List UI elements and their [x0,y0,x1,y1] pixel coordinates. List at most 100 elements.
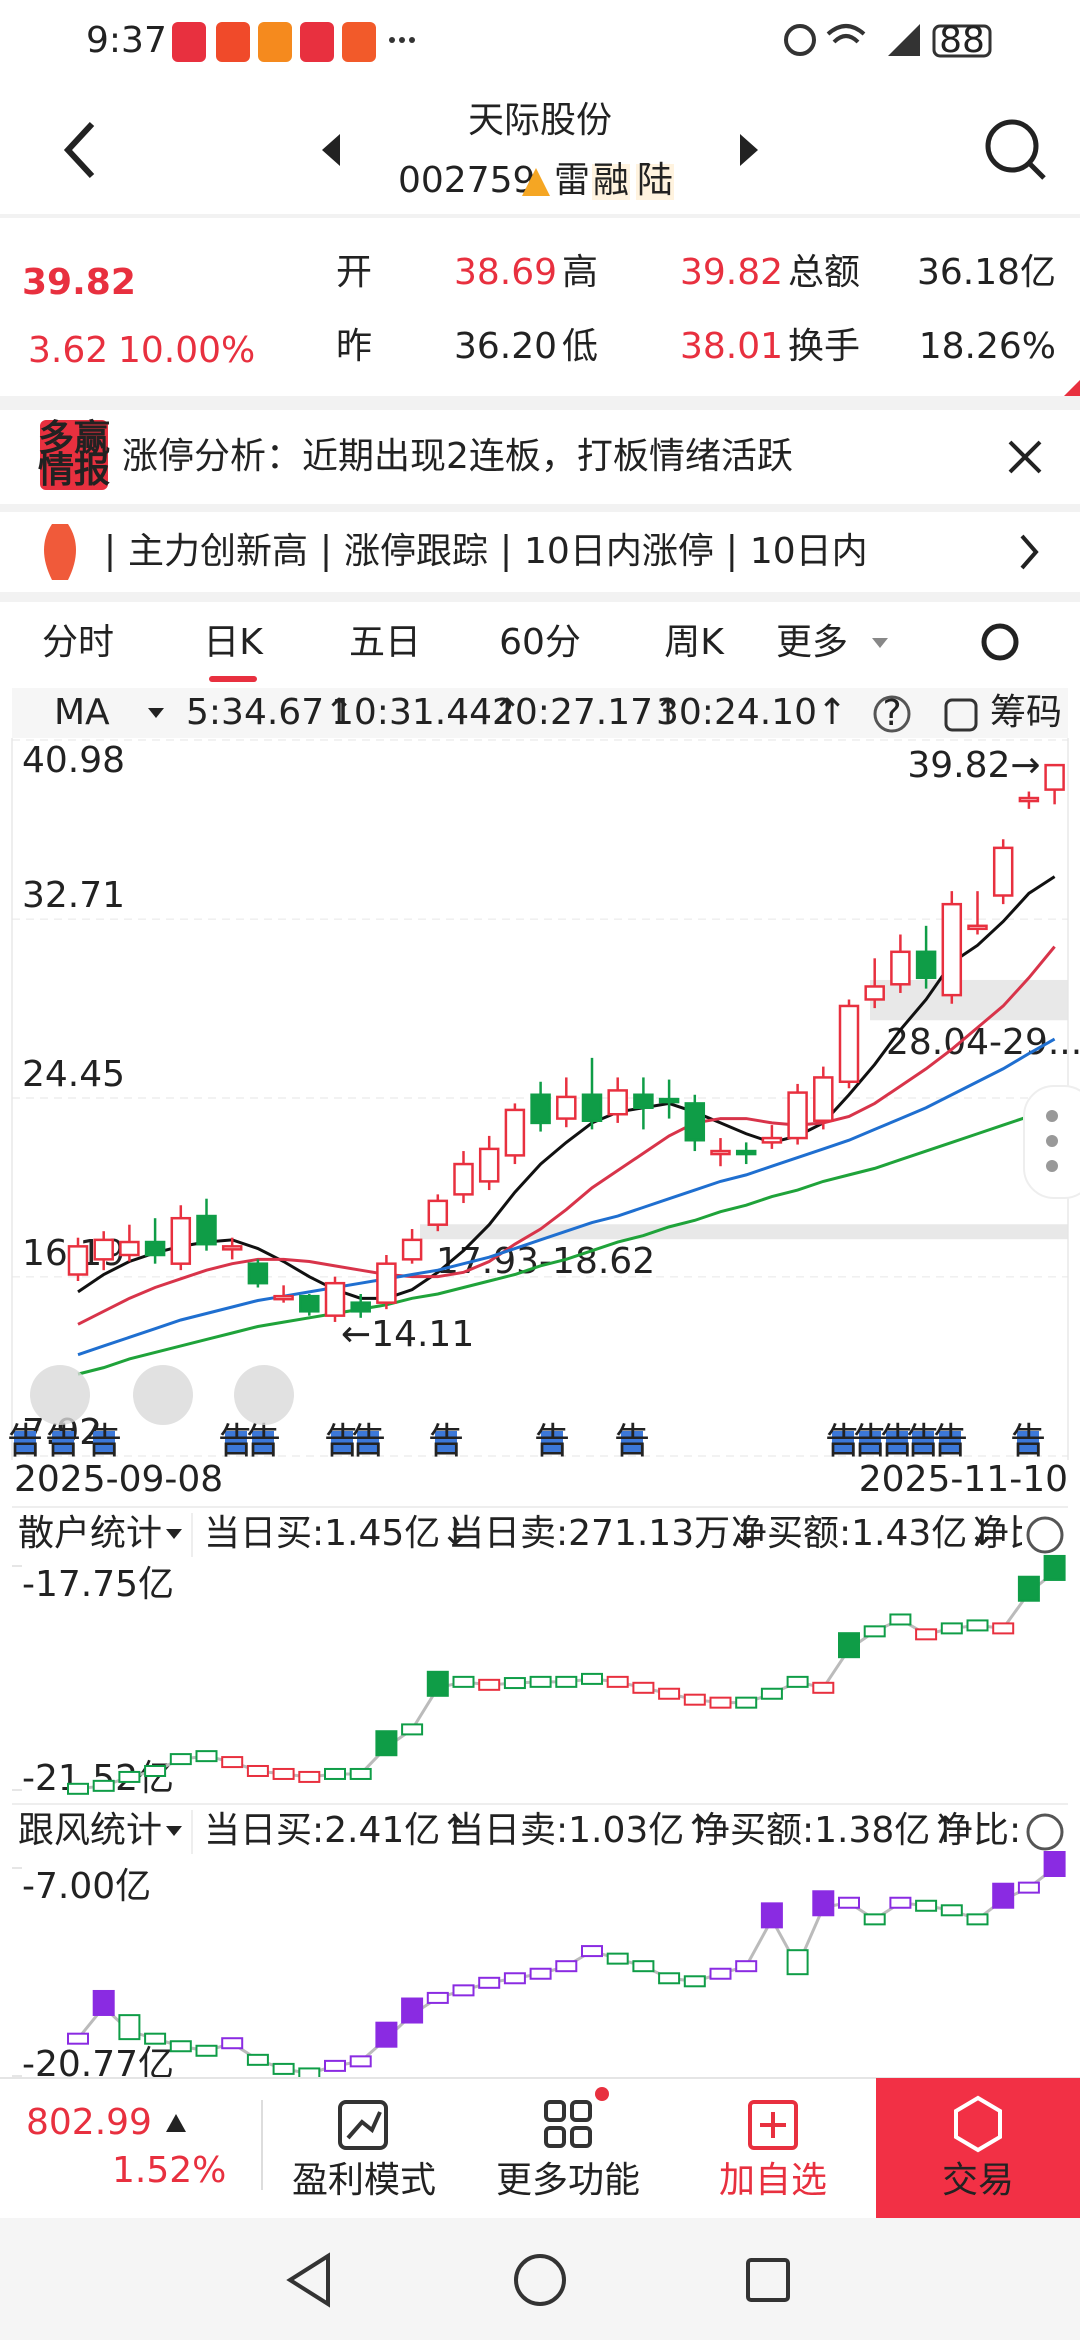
notice-mark [912,1431,934,1453]
notice-mark [886,1431,908,1453]
tab[interactable]: 60分 [499,622,581,663]
trade-icon [954,2095,1002,2153]
nav-home[interactable] [514,2254,566,2306]
tab[interactable]: 更多 [776,622,848,663]
flow-box [735,1960,758,1973]
flow-box [606,1952,629,1965]
ma-legend-item: 5:34.67↑ [186,692,354,733]
more-icon [544,2126,566,2148]
dot [409,37,415,43]
tab[interactable]: 分时 [42,622,114,663]
ma-line [77,1037,1056,1357]
battery-icon [932,24,992,58]
tab[interactable]: 五日 [349,622,421,663]
flow-box [632,1681,655,1694]
candle-body [967,924,988,931]
flow-box [221,2037,244,2050]
notice-mark [621,1431,643,1453]
tool-button[interactable] [133,1365,193,1425]
nav-recent[interactable] [746,2258,790,2302]
nav-button[interactable]: 加自选 [719,2160,827,2201]
notice-mark [14,1431,36,1453]
nav-button[interactable]: 盈利模式 [292,2160,436,2201]
settings-button[interactable] [981,623,1019,661]
candle-body [350,1301,371,1313]
flow-box [426,1670,449,1697]
dropdown [166,1826,182,1836]
label: 总额 [788,252,860,293]
nav-button[interactable]: 更多功能 [496,2160,640,2201]
tag-item[interactable]: 涨停跟踪 [344,531,488,572]
tool-button[interactable] [234,1365,294,1425]
panel-header [12,1806,1068,1858]
next-stock[interactable] [740,134,758,166]
add-icon [748,2100,798,2150]
flow-box [992,1622,1015,1635]
prev-stock[interactable] [322,134,340,166]
flow-box [1017,1575,1040,1602]
flow-box [1017,1881,1040,1894]
flow-box [966,1619,989,1632]
notice-label: 告 [324,1421,360,1462]
flow-box [529,1675,552,1688]
candle-body [915,950,937,980]
candle-body [530,1093,551,1125]
flow-box [92,1779,115,1792]
dropdown[interactable] [148,708,164,718]
tag-item[interactable]: 主力创新高 [128,531,308,572]
tag-bg [636,164,674,200]
battery-level: 88 [939,20,985,61]
notice-label: 告 [852,1421,888,1462]
side-dot [1046,1160,1058,1172]
notice-logo [40,420,108,490]
flow-box [324,1767,346,1780]
tag: 陆 [637,160,673,201]
tab[interactable]: 日K [203,622,264,663]
notice-label: 告 [1010,1421,1046,1462]
flow-box [992,1882,1015,1909]
panel-title[interactable]: 散户统计 [18,1513,162,1554]
chip-zone [870,979,1068,1021]
candle-body [1044,763,1065,791]
flow-box [581,1945,603,1958]
tag-item[interactable]: 10日内涨停 [524,531,714,572]
tab[interactable]: 周K [664,622,725,663]
back-button[interactable] [63,121,95,179]
chips-label[interactable]: 筹码 [990,692,1062,733]
notice-label: 告 [45,1421,81,1462]
follower-panel: 跟风统计 当日买:2.41亿↑当日卖:1.03亿↑净买额:1.38亿↑净比: -7.… [12,1803,1068,2085]
ma-legend: 5:34.67↑10:31.44↑20:27.17↑30:24.10↑ [186,692,847,733]
close-button[interactable] [1008,440,1042,474]
nav-button[interactable]: 交易 [942,2160,1014,2201]
tag-item[interactable]: 10日内 [750,531,868,572]
index-value: 802.99 [26,2102,152,2143]
nav-back[interactable] [286,2252,330,2308]
ma-legend-item: 10:31.44↑ [331,692,522,733]
flow-box [838,1896,860,1909]
flow-box [144,1764,167,1777]
tab-underline [209,676,257,682]
panel-stat: 净买额:1.38亿↑ [694,1810,960,1851]
candle-body [992,846,1014,897]
search-handle [1028,162,1046,180]
flow-box [915,1628,938,1641]
logo-text: 情报 [38,450,110,491]
candle-body [941,902,963,997]
chips-icon [944,698,978,732]
flow-box [452,1984,475,1997]
flow-box [658,1972,681,1985]
search-button[interactable] [985,119,1039,173]
notice-label: 告 [218,1421,254,1462]
more-arrow[interactable] [1020,534,1039,570]
panel-title[interactable]: 跟风统计 [18,1810,162,1851]
flow-box [503,1677,526,1690]
flow-box [658,1687,681,1700]
flow-box [915,1899,938,1912]
candle-body [273,1294,294,1301]
help-icon[interactable] [873,695,911,733]
help-icon[interactable] [1026,1516,1064,1554]
help-icon[interactable] [1026,1813,1064,1851]
panel-stat: 当日卖:1.03亿↑ [448,1810,714,1851]
tool-button[interactable] [30,1365,90,1425]
